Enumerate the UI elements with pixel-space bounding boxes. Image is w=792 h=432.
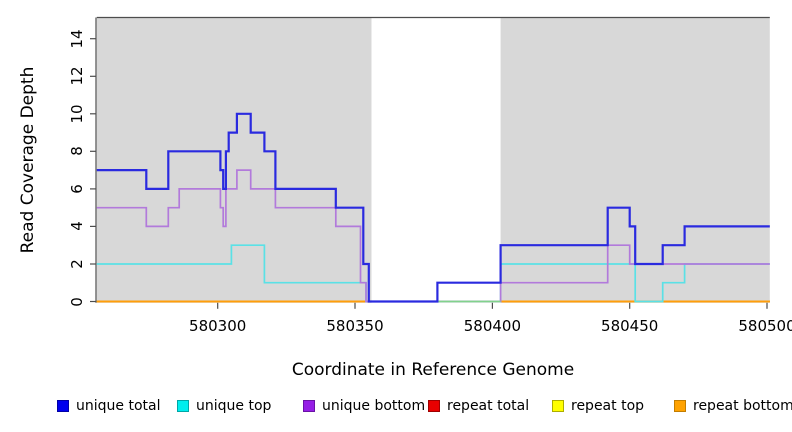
x-axis-title: Coordinate in Reference Genome (291, 360, 575, 380)
y-tick-label: 8 (68, 146, 86, 157)
legend-item-repeat-total: repeat total (428, 396, 529, 416)
legend-item-unique-bottom: unique bottom (303, 396, 425, 416)
shaded-region (96, 17, 372, 303)
series-unique-total (96, 112, 770, 303)
legend-swatch-icon (552, 400, 564, 412)
y-tick-label: 2 (68, 259, 86, 269)
y-tick-label: 0 (68, 296, 86, 307)
y-axis-title: Read Coverage Depth (18, 66, 38, 254)
x-tick-label: 580450 (601, 317, 659, 335)
y-tick-label: 6 (68, 184, 86, 194)
y-tick-label: 10 (68, 104, 86, 124)
legend-item-unique-total: unique total (57, 396, 160, 416)
y-tick-label: 14 (68, 29, 86, 49)
x-tick-label: 580400 (463, 317, 522, 335)
legend-swatch-icon (428, 400, 440, 412)
legend-swatch-icon (674, 400, 686, 412)
legend-label: unique total (76, 398, 161, 414)
y-tick-label: 12 (68, 66, 86, 86)
legend-label: repeat bottom (693, 398, 792, 414)
legend-item-repeat-bottom: repeat bottom (674, 396, 792, 416)
legend-item-unique-top: unique top (177, 396, 271, 416)
legend-swatch-icon (303, 400, 315, 412)
legend-label: unique bottom (322, 398, 426, 414)
legend-item-repeat-top: repeat top (552, 396, 644, 416)
x-tick-label: 580350 (326, 317, 384, 335)
x-tick-label: 580500 (738, 317, 792, 335)
legend-label: unique top (196, 398, 272, 414)
legend-swatch-icon (177, 400, 189, 412)
series-unique-bottom (96, 169, 770, 303)
legend-swatch-icon (57, 400, 69, 412)
x-tick-label: 580300 (189, 317, 247, 335)
y-tick-label: 4 (68, 221, 86, 232)
legend-label: repeat total (447, 398, 530, 414)
legend-label: repeat top (571, 398, 645, 414)
